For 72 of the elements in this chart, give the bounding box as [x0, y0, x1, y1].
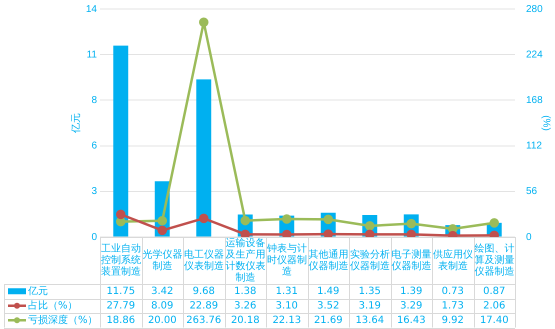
x-tick-label: 运输设备及生产用计数仪表制造	[225, 236, 266, 284]
point	[116, 216, 126, 226]
data-label: 8.09	[151, 300, 174, 312]
data-label: 20.18	[230, 314, 260, 326]
data-label: 9.68	[192, 286, 215, 297]
x-tick-label: 供应用仪表制造	[432, 248, 473, 272]
y2-tick-label: 224	[526, 49, 544, 60]
data-label: 0.73	[442, 286, 464, 297]
point	[282, 214, 292, 224]
data-label: 3.42	[151, 286, 174, 297]
x-tick-label: 工业自动控制系统装置制造	[100, 242, 141, 278]
x-tick-label: 实验分析仪器制造	[350, 248, 390, 272]
data-label: 1.73	[442, 300, 464, 312]
data-label: 1.39	[400, 286, 422, 297]
point	[365, 230, 374, 237]
bar	[113, 46, 128, 236]
y2-tick-label: 280	[526, 4, 544, 15]
y2-tick-label: 112	[526, 140, 542, 152]
data-label: 0.87	[483, 286, 506, 297]
data-label: 22.89	[189, 300, 218, 312]
point	[158, 216, 167, 226]
point	[240, 230, 250, 237]
y-tick-label: 8	[91, 94, 98, 106]
point	[324, 229, 333, 237]
data-label: 1.31	[276, 286, 298, 297]
data-label: 3.19	[358, 300, 381, 312]
data-label: 27.79	[106, 300, 136, 312]
data-label: 3.26	[234, 300, 256, 312]
data-label: 18.86	[106, 314, 136, 326]
data-label: 16.43	[396, 314, 426, 326]
point	[158, 226, 167, 236]
y2-tick-label: 56	[526, 186, 538, 198]
y-tick-label: 3	[91, 186, 98, 198]
data-label: 3.52	[317, 300, 340, 312]
y-tick-label: 0	[91, 232, 98, 243]
y2-tick-label: 0	[526, 232, 532, 243]
data-label: 3.10	[276, 300, 298, 312]
data-label: 13.64	[355, 314, 384, 326]
data-label: 2.06	[483, 300, 506, 312]
y-tick-label: 14	[86, 4, 98, 15]
legend-label: 亿元	[27, 286, 48, 297]
x-tick-label: 其他通用仪器制造	[308, 248, 348, 272]
data-label: 263.76	[186, 314, 222, 326]
x-tick-label: 电子测量仪器制造	[391, 248, 432, 272]
x-tick-label: 绘图、计算及测量仪器制造	[474, 242, 514, 278]
point	[406, 230, 416, 237]
y-axis-title: 亿元	[70, 113, 82, 134]
legend-label: 亏损深度（%）	[28, 314, 98, 326]
legend-label: 占比（%）	[28, 299, 78, 312]
data-label: 11.75	[106, 286, 136, 297]
point	[199, 17, 208, 27]
data-label: 3.29	[400, 300, 422, 312]
point	[116, 210, 126, 220]
point	[282, 230, 292, 237]
data-label: 1.38	[234, 286, 256, 297]
x-tick-label: 电工仪器仪表制造	[184, 248, 224, 272]
data-label: 9.92	[442, 314, 464, 326]
y-tick-label: 6	[91, 140, 98, 152]
y-tick-label: 11	[86, 49, 98, 60]
data-label: 1.49	[317, 286, 340, 297]
x-tick-label: 钟表与计时仪器制造	[266, 242, 307, 278]
y2-axis-title: (%)	[540, 115, 552, 131]
data-label: 1.35	[358, 286, 381, 297]
x-tick-label: 光学仪器制造	[142, 248, 182, 272]
data-label: 22.13	[272, 314, 302, 326]
bar	[196, 79, 212, 236]
data-label: 21.69	[314, 314, 343, 326]
y2-tick-label: 168	[526, 94, 544, 106]
point	[490, 218, 499, 228]
data-label: 17.40	[480, 314, 509, 326]
data-label: 20.00	[148, 314, 177, 326]
point	[199, 214, 208, 224]
